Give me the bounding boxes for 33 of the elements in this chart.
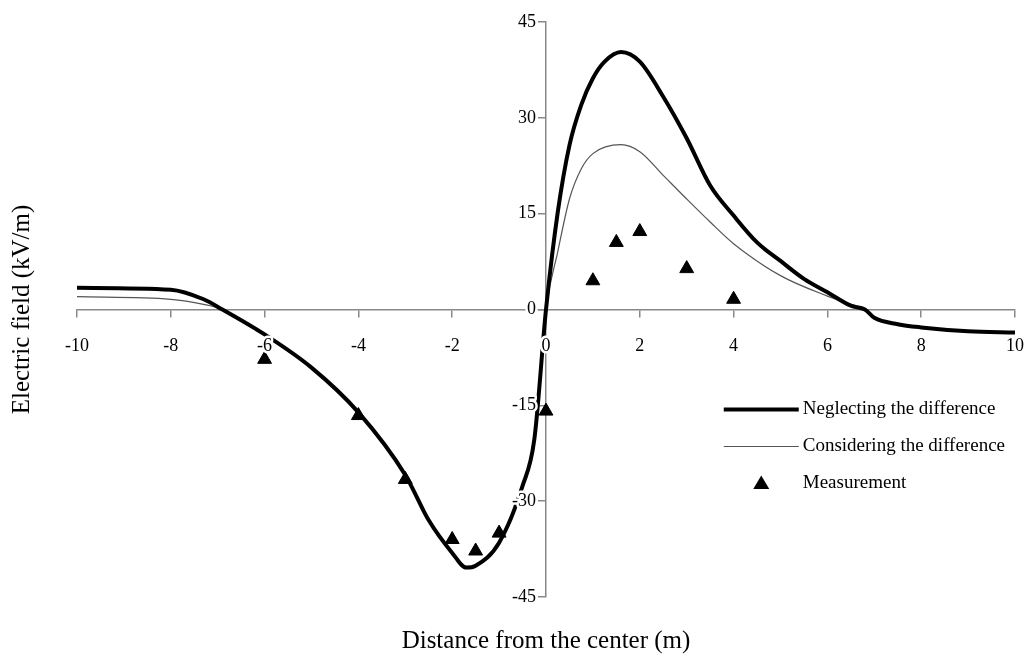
y-tick-label: 15 [518, 202, 536, 223]
x-tick-label: -10 [65, 335, 89, 356]
point [491, 524, 507, 538]
y-axis-title: Electric field (kV/m) [6, 204, 35, 415]
point [444, 531, 460, 544]
point [679, 260, 695, 274]
legend-label: Measurement [802, 471, 907, 493]
x-axis-title: Distance from the center (m) [401, 626, 691, 655]
point [468, 542, 484, 556]
x-tick-label: 4 [729, 335, 739, 356]
point [350, 407, 366, 421]
x-tick-label: 8 [916, 335, 926, 356]
point [397, 470, 413, 484]
y-tick-label: -45 [512, 585, 536, 606]
x-tick-label: -2 [444, 335, 460, 356]
point [632, 223, 648, 237]
point [538, 402, 554, 416]
x-tick-label: -6 [257, 335, 273, 356]
legend-label: Considering the difference [802, 434, 1005, 456]
y-tick-label: 0 [527, 298, 536, 319]
legend-label: Neglecting the difference [802, 397, 996, 419]
y-tick-label: 30 [518, 106, 536, 127]
y-tick-label: 45 [518, 10, 536, 31]
point [726, 290, 742, 304]
point [608, 233, 624, 247]
point [585, 272, 601, 286]
point [257, 350, 273, 364]
x-tick-label: 2 [635, 335, 645, 356]
x-tick-label: -8 [163, 335, 179, 356]
x-tick-label: 10 [1006, 335, 1024, 356]
x-tick-label: 6 [822, 335, 832, 356]
y-tick-label: -15 [512, 394, 536, 415]
x-tick-label: -4 [350, 335, 366, 356]
